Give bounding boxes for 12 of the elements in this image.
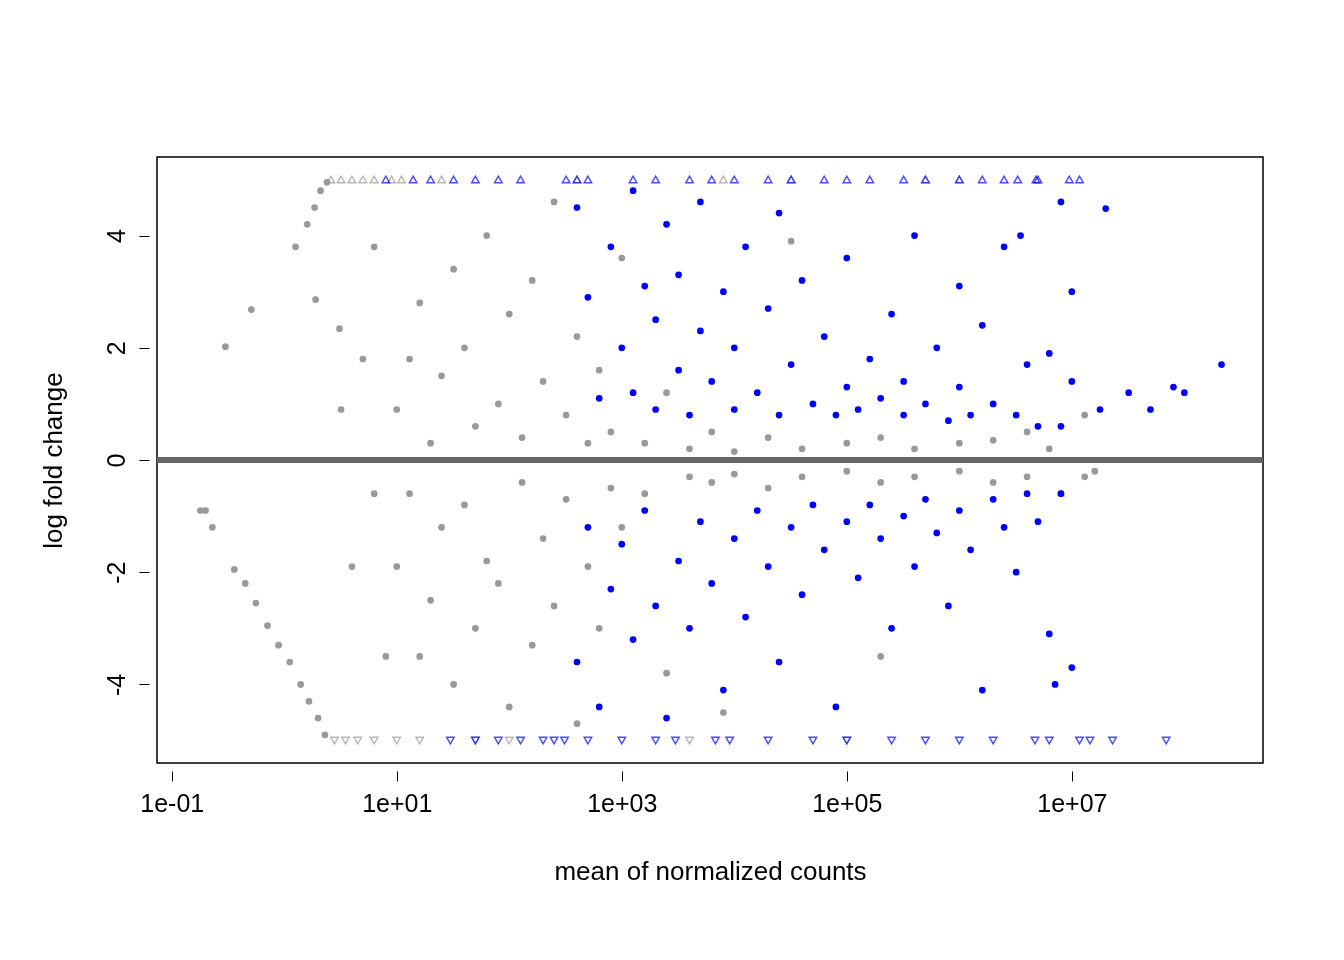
- y-tick-label: -4: [101, 673, 130, 697]
- x-tick-label: 1e+01: [362, 788, 433, 817]
- y-tick-label: 2: [101, 341, 130, 356]
- x-tick-label: 1e+07: [1037, 788, 1108, 817]
- y-tick-label: -2: [101, 561, 130, 584]
- x-tick-label: 1e+03: [587, 788, 658, 817]
- y-tick-label: 0: [101, 453, 130, 468]
- y-axis-title: log fold change: [37, 372, 68, 549]
- y-tick-label: 4: [101, 229, 130, 244]
- x-tick-label: 1e+05: [812, 788, 883, 817]
- x-axis-title: mean of normalized counts: [554, 855, 867, 886]
- x-tick-label: 1e-01: [140, 788, 205, 817]
